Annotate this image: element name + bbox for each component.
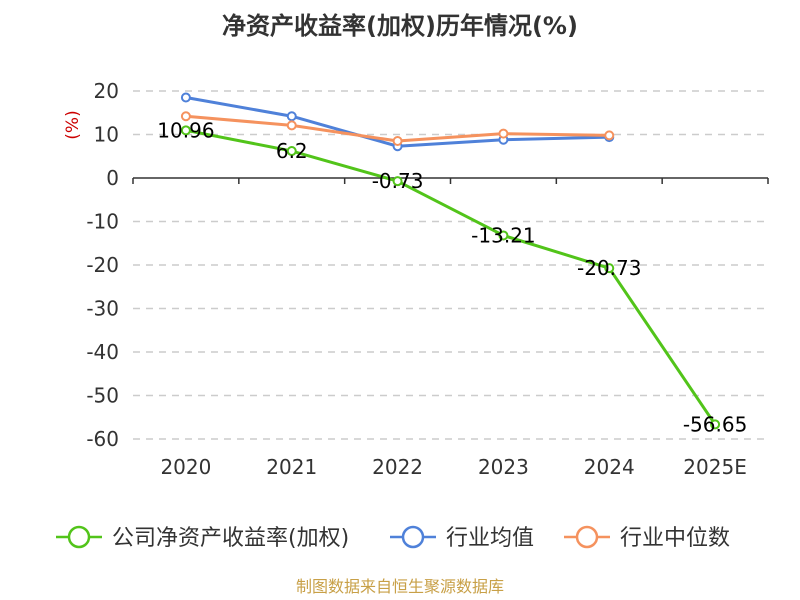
data-label: -0.73 — [372, 169, 424, 193]
series-point-0 — [710, 419, 721, 430]
y-tick-label: -30 — [86, 297, 119, 321]
source-note: 制图数据来自恒生聚源数据库 — [296, 577, 504, 596]
legend-item-0[interactable]: 公司净资产收益率(加权) — [56, 525, 349, 551]
legend-marker — [401, 525, 425, 549]
y-tick-label: -10 — [86, 210, 119, 234]
series-point-1 — [180, 92, 191, 103]
series-point-1 — [286, 111, 297, 122]
y-tick-label: 20 — [94, 79, 119, 103]
series-point-2 — [286, 120, 297, 131]
series-point-2 — [604, 130, 615, 141]
x-tick-label: 2022 — [372, 455, 423, 479]
data-label-layer: 10.96 6.2 -0.73 -13.21 -20.73 -56.65 — [157, 118, 747, 436]
series-point-2 — [180, 111, 191, 122]
legend[interactable]: 公司净资产收益率(加权) 行业均值 行业中位数 — [56, 525, 730, 551]
data-label: 10.96 — [157, 118, 214, 142]
axis-layer: 20 10 0 -10 -20 -30 -40 -50 -60 2020 2021 2022 2023 2… — [86, 79, 769, 479]
series-point-0 — [498, 230, 509, 241]
legend-item-1[interactable]: 行业均值 — [390, 525, 534, 551]
grid-layer — [133, 90, 768, 440]
y-tick-label: -40 — [86, 340, 119, 364]
x-tick-label: 2020 — [160, 455, 211, 479]
series-point-0 — [286, 146, 297, 157]
data-label: 6.2 — [276, 139, 308, 163]
y-axis-unit-label: (%) — [63, 110, 83, 139]
series-layer — [180, 92, 721, 430]
series-point-0 — [604, 263, 615, 274]
series-point-2 — [498, 128, 509, 139]
y-tick-label: 0 — [106, 166, 119, 190]
x-tick-label: 2021 — [266, 455, 317, 479]
y-tick-label: -50 — [86, 384, 119, 408]
data-label: -20.73 — [577, 256, 641, 280]
x-tick-label: 2025E — [683, 455, 747, 479]
legend-item-2[interactable]: 行业中位数 — [564, 525, 730, 551]
y-tick-label: 10 — [94, 123, 119, 147]
data-label: -56.65 — [683, 412, 747, 436]
y-tick-label: -60 — [86, 427, 119, 451]
y-tick-label: -20 — [86, 253, 119, 277]
series-point-0 — [180, 125, 191, 136]
series-line-0 — [185, 128, 717, 426]
data-label: -13.21 — [471, 223, 535, 247]
x-tick-label: 2024 — [584, 455, 635, 479]
series-point-2 — [392, 136, 403, 147]
chart-title: 净资产收益率(加权)历年情况(%) — [222, 12, 578, 40]
legend-label: 行业中位数 — [620, 526, 730, 551]
legend-label: 行业均值 — [446, 526, 534, 551]
series-point-0 — [392, 176, 403, 187]
legend-marker — [67, 525, 91, 549]
legend-marker — [575, 525, 599, 549]
legend-label: 公司净资产收益率(加权) — [112, 526, 349, 551]
x-tick-label: 2023 — [478, 455, 529, 479]
